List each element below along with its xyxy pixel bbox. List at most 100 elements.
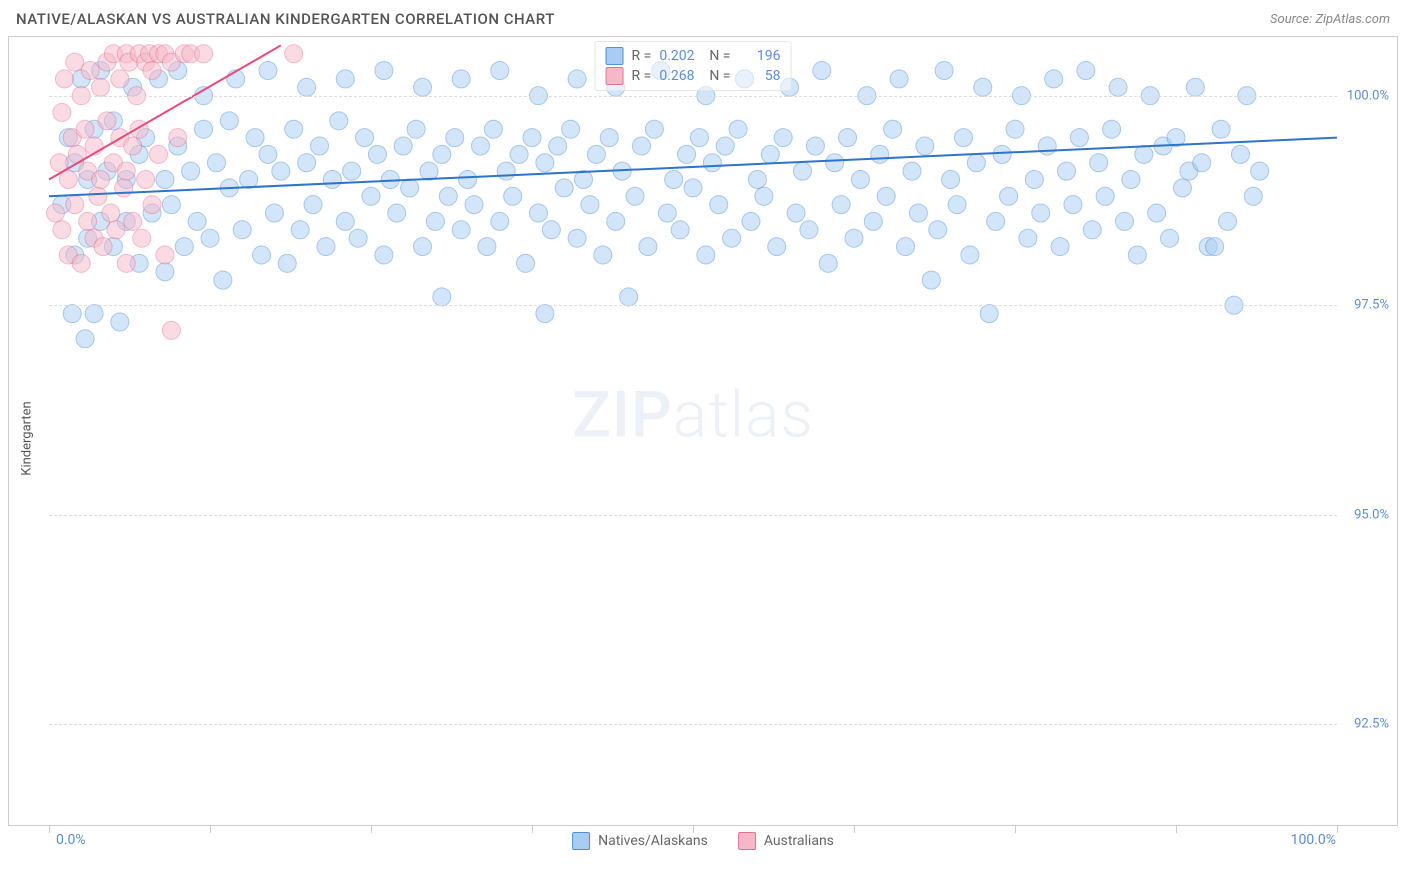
data-point [703, 154, 721, 172]
data-point [1083, 221, 1101, 239]
stats-legend-row: R = 0.268 N = 58 [606, 66, 781, 86]
data-point [478, 238, 496, 256]
data-point [954, 129, 972, 147]
data-point [839, 129, 857, 147]
data-point [175, 238, 193, 256]
data-point [368, 145, 386, 163]
data-point [665, 171, 683, 189]
data-point [394, 137, 412, 155]
legend-item[interactable]: Australians [738, 832, 834, 850]
data-point [330, 112, 348, 130]
data-point [465, 196, 483, 214]
data-point [1077, 62, 1095, 80]
data-point [1206, 238, 1224, 256]
source-link[interactable]: ZipAtlas.com [1315, 12, 1390, 27]
data-point [1244, 187, 1262, 205]
data-point [1000, 187, 1018, 205]
data-point [63, 305, 81, 323]
legend-item[interactable]: Natives/Alaskans [572, 832, 708, 850]
gridline [49, 96, 1337, 97]
data-point [356, 129, 374, 147]
legend-label: Australians [764, 833, 834, 849]
legend-swatch [572, 832, 590, 850]
data-point [414, 78, 432, 96]
data-point [845, 229, 863, 247]
data-point [233, 221, 251, 239]
data-point [53, 221, 71, 239]
legend-swatch [606, 67, 624, 85]
data-point [278, 254, 296, 272]
data-point [285, 45, 303, 63]
data-point [304, 196, 322, 214]
y-tick-label: 92.5% [1354, 717, 1389, 732]
data-point [259, 145, 277, 163]
data-point [414, 238, 432, 256]
data-point [632, 137, 650, 155]
data-point [76, 330, 94, 348]
data-point [79, 212, 97, 230]
data-point [298, 78, 316, 96]
stats-n-value: 196 [738, 48, 780, 64]
data-point [195, 45, 213, 63]
data-point [864, 212, 882, 230]
data-point [162, 196, 180, 214]
data-point [336, 70, 354, 88]
data-point [581, 196, 599, 214]
data-point [401, 179, 419, 197]
data-point [510, 145, 528, 163]
data-point [529, 204, 547, 222]
data-point [716, 137, 734, 155]
data-point [407, 120, 425, 138]
x-axis-max-label: 100.0% [1291, 832, 1336, 848]
data-point [748, 171, 766, 189]
data-point [349, 229, 367, 247]
data-point [214, 271, 232, 289]
data-point [89, 187, 107, 205]
data-point [426, 212, 444, 230]
data-point [188, 212, 206, 230]
data-point [111, 313, 129, 331]
data-point [92, 171, 110, 189]
data-point [549, 137, 567, 155]
data-point [220, 112, 238, 130]
data-point [645, 120, 663, 138]
data-point [542, 221, 560, 239]
data-point [124, 212, 142, 230]
data-point [491, 62, 509, 80]
data-point [517, 254, 535, 272]
data-point [974, 78, 992, 96]
data-point [439, 187, 457, 205]
data-point [1032, 204, 1050, 222]
data-point [124, 137, 142, 155]
data-point [1212, 120, 1230, 138]
data-point [298, 154, 316, 172]
data-point [66, 196, 84, 214]
data-point [1186, 78, 1204, 96]
data-point [94, 238, 112, 256]
data-point [162, 321, 180, 339]
data-point [156, 263, 174, 281]
data-point [536, 154, 554, 172]
data-point [1161, 229, 1179, 247]
data-point [169, 129, 187, 147]
data-point [1064, 196, 1082, 214]
data-point [568, 229, 586, 247]
data-point [459, 171, 477, 189]
data-point [272, 162, 290, 180]
data-point [433, 288, 451, 306]
data-point [793, 162, 811, 180]
data-point [491, 212, 509, 230]
data-point [980, 305, 998, 323]
data-point [1045, 70, 1063, 88]
data-point [291, 221, 309, 239]
data-point [568, 70, 586, 88]
data-point [987, 212, 1005, 230]
stats-r-label: R = [632, 68, 652, 84]
data-point [143, 62, 161, 80]
data-point [149, 145, 167, 163]
data-point [909, 204, 927, 222]
chart-container: Kindergarten ZIPatlas R = 0.202 N = 196 … [8, 36, 1398, 826]
data-point [323, 171, 341, 189]
data-point [639, 238, 657, 256]
data-point [265, 204, 283, 222]
